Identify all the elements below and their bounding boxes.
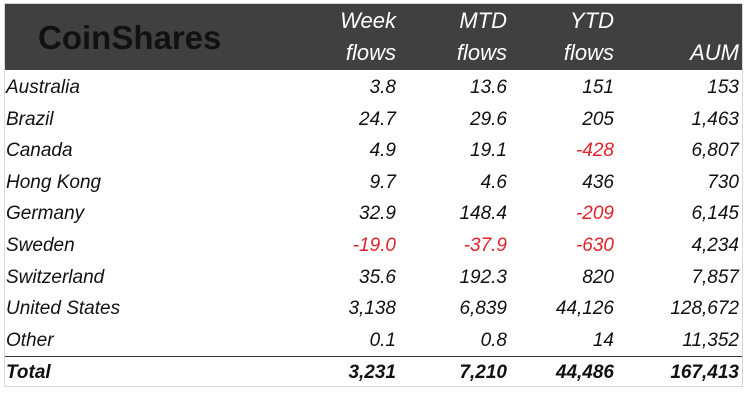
table-row: Germany 32.9 148.4 -209 6,145: [5, 198, 742, 230]
cell-ytd-flows: 14: [592, 329, 614, 351]
country-name: Sweden: [6, 235, 75, 256]
cell-week-flows: 0.1: [369, 329, 396, 351]
cell-ytd-flows: 436: [582, 171, 614, 193]
table-row: Sweden -19.0 -37.9 -630 4,234: [5, 230, 742, 262]
cell-mtd-flows: 0.8: [480, 329, 507, 351]
cell-aum: 7,857: [691, 266, 739, 288]
column-header-line2: flows: [563, 40, 614, 65]
total-row: Total 3,231 7,210 44,486 167,413: [5, 357, 742, 389]
table-row: Switzerland 35.6 192.3 820 7,857: [5, 262, 742, 294]
country-name: Switzerland: [6, 266, 105, 288]
cell-week-flows: 9.7: [369, 171, 396, 193]
cell-aum: 730: [707, 171, 739, 193]
total-aum: 167,413: [670, 362, 739, 383]
cell-mtd-flows: 4.6: [480, 171, 507, 193]
cell-ytd-flows: -428: [575, 140, 614, 162]
cell-mtd-flows: 29.6: [470, 108, 507, 130]
cell-ytd-flows: -209: [575, 203, 614, 225]
table-row: United States 3,138 6,839 44,126 128,672: [5, 293, 742, 325]
country-name: Canada: [6, 140, 73, 162]
column-header-line1: Week: [340, 8, 396, 33]
cell-aum: 6,807: [691, 140, 739, 162]
cell-ytd-flows: 44,126: [555, 298, 614, 320]
cell-week-flows: 35.6: [359, 266, 396, 288]
cell-aum: 11,352: [682, 329, 739, 351]
table-row: Australia 3.8 13.6 151 153: [5, 72, 742, 104]
column-header-mtd-flows: MTD flows: [427, 6, 507, 70]
column-header-aum: AUM: [659, 6, 739, 70]
column-header-line2: flows: [456, 40, 507, 65]
coinshares-logo: CoinShares: [38, 19, 222, 56]
country-name: Other: [6, 329, 54, 351]
table-row: Brazil 24.7 29.6 205 1,463: [5, 104, 742, 136]
cell-week-flows: 32.9: [359, 203, 396, 225]
total-week-flows: 3,231: [348, 362, 396, 383]
table-header: CoinShares Week flows MTD flows YTD flow…: [5, 4, 742, 70]
column-header-ytd-flows: YTD flows: [534, 6, 614, 70]
cell-aum: 6,145: [691, 203, 739, 225]
column-header-week-flows: Week flows: [316, 6, 396, 70]
flows-table: CoinShares Week flows MTD flows YTD flow…: [4, 3, 743, 387]
table-row: Other 0.1 0.8 14 11,352: [5, 325, 742, 357]
cell-aum: 128,672: [670, 298, 739, 320]
cell-week-flows: 24.7: [359, 108, 396, 130]
cell-aum: 4,234: [691, 235, 739, 256]
cell-aum: 1,463: [691, 108, 739, 130]
cell-mtd-flows: 13.6: [470, 77, 507, 98]
cell-ytd-flows: 205: [582, 108, 614, 130]
table-row: Canada 4.9 19.1 -428 6,807: [5, 135, 742, 167]
cell-mtd-flows: -37.9: [463, 235, 507, 256]
table-row: Hong Kong 9.7 4.6 436 730: [5, 167, 742, 199]
cell-week-flows: 3,138: [348, 298, 396, 320]
cell-mtd-flows: 148.4: [459, 203, 507, 225]
cell-week-flows: 4.9: [369, 140, 396, 162]
cell-ytd-flows: 151: [582, 77, 614, 98]
cell-week-flows: -19.0: [352, 235, 396, 256]
cell-mtd-flows: 6,839: [459, 298, 507, 320]
total-mtd-flows: 7,210: [459, 362, 507, 383]
country-name: Brazil: [6, 108, 54, 130]
total-ytd-flows: 44,486: [555, 362, 614, 383]
column-header-line2: AUM: [690, 40, 739, 65]
column-header-line1: MTD: [459, 8, 507, 33]
country-name: United States: [6, 298, 121, 320]
cell-aum: 153: [707, 77, 739, 98]
column-header-line1: YTD: [570, 8, 614, 33]
cell-ytd-flows: -630: [575, 235, 614, 256]
cell-mtd-flows: 19.1: [470, 140, 507, 162]
total-label: Total: [6, 362, 51, 383]
cell-week-flows: 3.8: [369, 77, 396, 98]
column-header-line2: flows: [345, 40, 396, 65]
cell-mtd-flows: 192.3: [459, 266, 507, 288]
country-name: Australia: [6, 77, 80, 98]
total-divider: [5, 356, 742, 357]
country-name: Hong Kong: [6, 171, 102, 193]
country-name: Germany: [6, 203, 85, 225]
cell-ytd-flows: 820: [582, 266, 614, 288]
